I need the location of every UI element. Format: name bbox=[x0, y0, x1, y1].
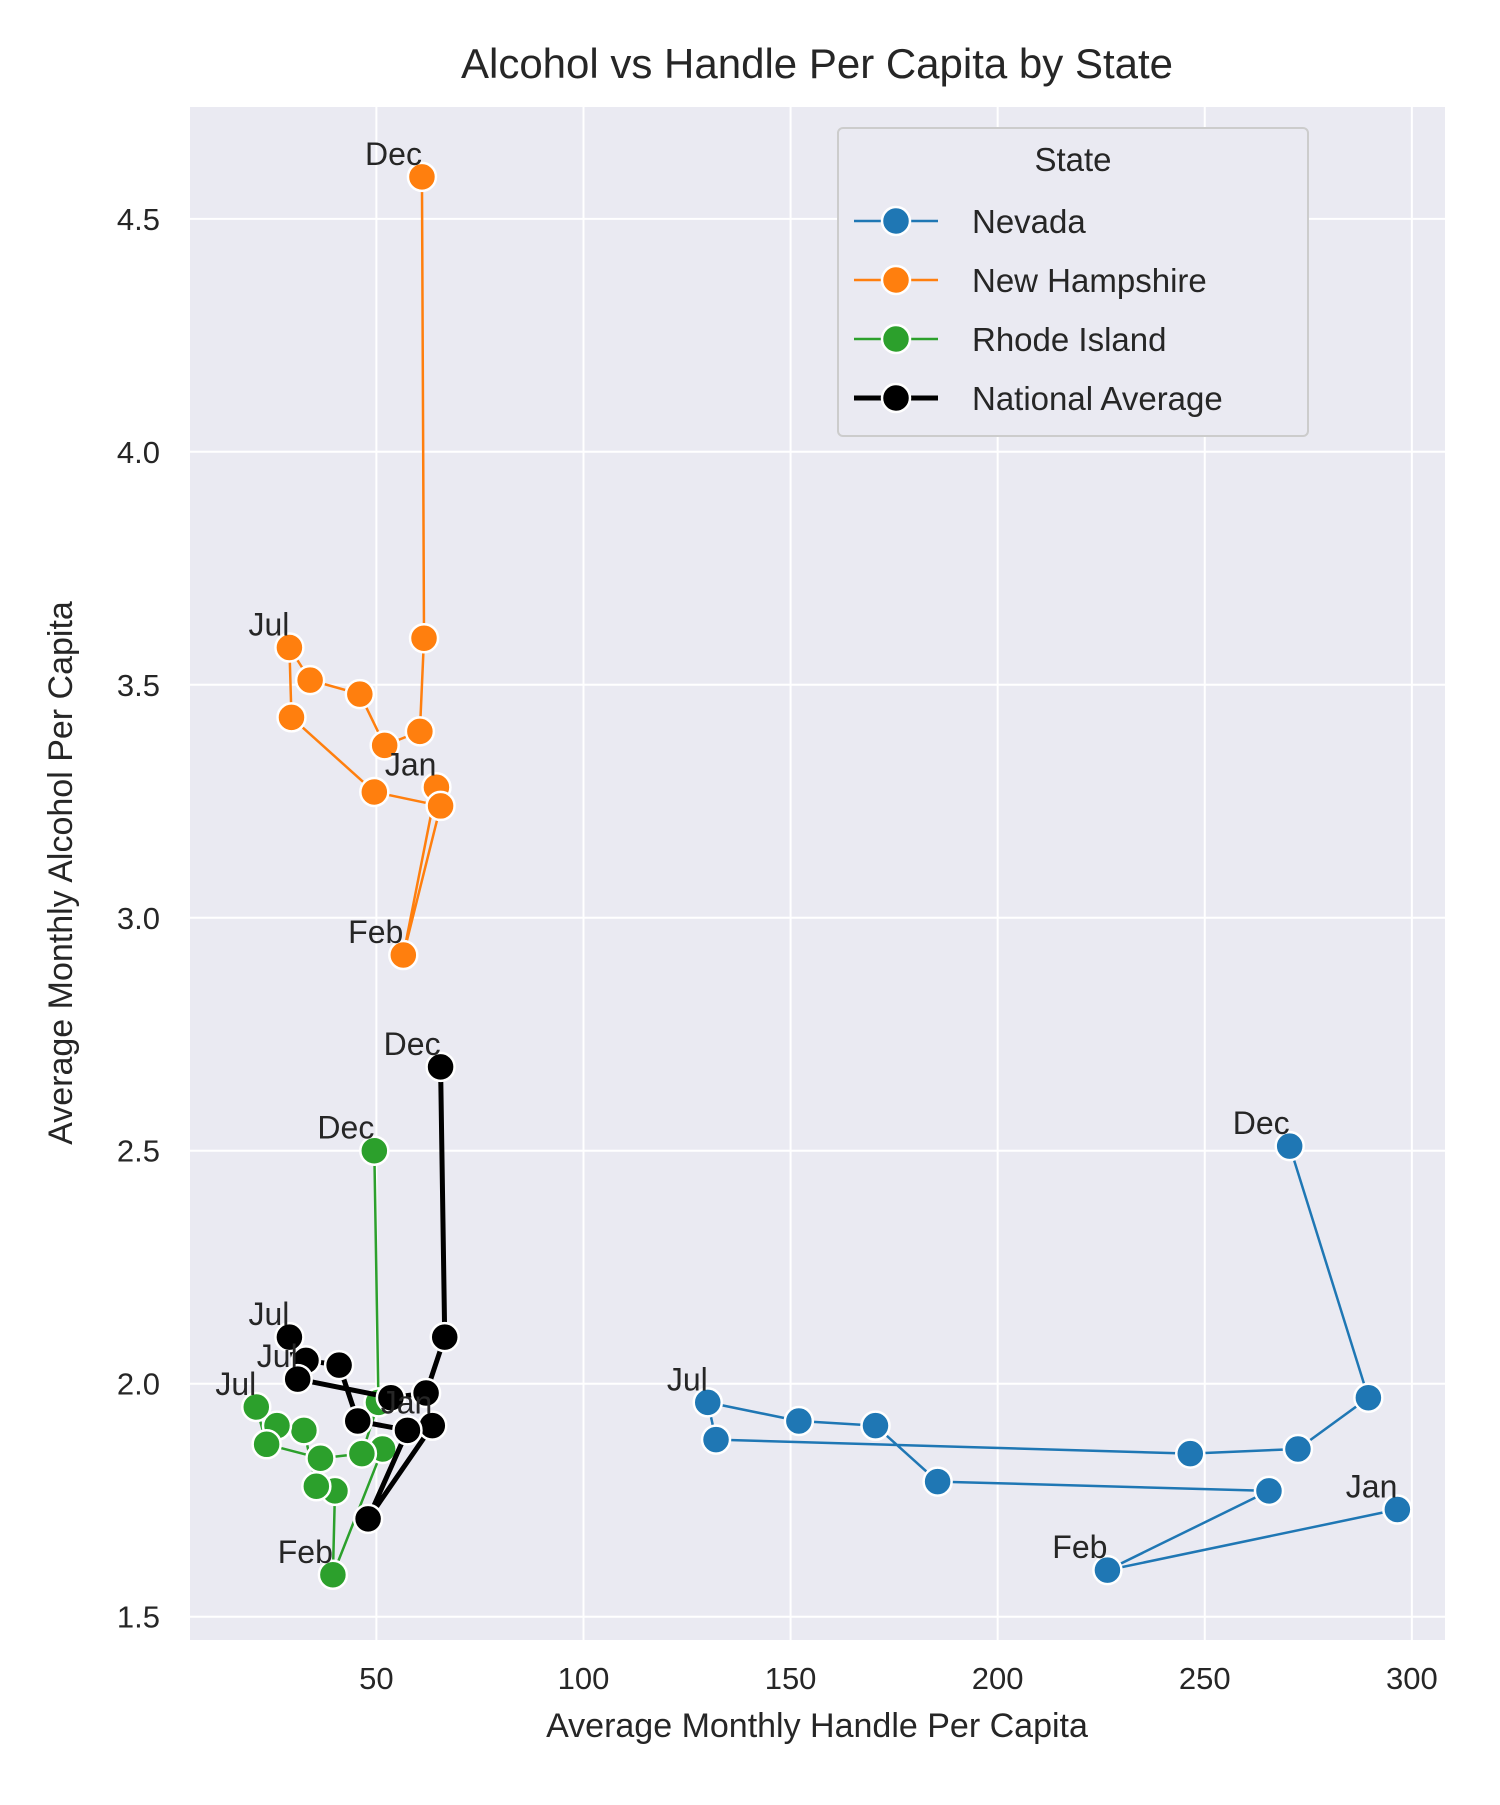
data-point bbox=[1253, 1475, 1285, 1507]
data-point bbox=[406, 161, 438, 193]
data-point bbox=[425, 1051, 456, 1083]
y-tick-label: 3.5 bbox=[117, 668, 160, 703]
y-tick-label: 1.5 bbox=[117, 1600, 160, 1635]
legend-item-nevada: Nevada bbox=[854, 203, 1086, 240]
x-tick-label: 200 bbox=[972, 1661, 1024, 1696]
point-label: Dec bbox=[384, 1026, 441, 1062]
point-label: Jan bbox=[385, 746, 437, 782]
data-point bbox=[359, 776, 390, 808]
data-point bbox=[860, 1410, 891, 1441]
data-point bbox=[922, 1466, 953, 1497]
data-point bbox=[404, 716, 436, 747]
y-tick-label: 3.0 bbox=[117, 901, 160, 936]
data-point bbox=[344, 678, 376, 710]
data-point bbox=[388, 939, 419, 971]
legend-item-new-hampshire: New Hampshire bbox=[854, 262, 1207, 299]
y-axis-label: Average Monthly Alcohol Per Capita bbox=[42, 601, 80, 1145]
data-point bbox=[1274, 1130, 1305, 1162]
data-point bbox=[274, 1321, 305, 1353]
point-label: Jan bbox=[381, 1385, 433, 1421]
legend-items: Nevada New Hampshire Rhode Island National … bbox=[854, 203, 1223, 417]
point-label: Jan bbox=[1346, 1469, 1398, 1505]
series-national-average bbox=[274, 1051, 460, 1535]
point-label: Jul bbox=[257, 1338, 298, 1374]
x-tick-label: 50 bbox=[359, 1661, 393, 1696]
point-label: Dec bbox=[317, 1110, 374, 1146]
series-rhode-island bbox=[241, 1135, 398, 1591]
legend-swatch-marker bbox=[880, 205, 912, 237]
data-point bbox=[282, 1363, 313, 1395]
data-point bbox=[692, 1387, 723, 1418]
legend-label: National Average bbox=[972, 380, 1223, 417]
data-point bbox=[352, 1503, 384, 1535]
data-point bbox=[323, 1349, 355, 1381]
data-point bbox=[1382, 1494, 1413, 1525]
data-point bbox=[375, 1382, 407, 1413]
series-line bbox=[288, 176, 442, 957]
legend-swatch-marker bbox=[880, 323, 912, 355]
data-point bbox=[783, 1405, 815, 1437]
data-point bbox=[408, 622, 440, 654]
data-point bbox=[425, 790, 456, 822]
data-point bbox=[429, 1321, 460, 1353]
point-label: Jul bbox=[667, 1361, 708, 1397]
data-point bbox=[346, 1438, 378, 1469]
data-point bbox=[359, 1135, 390, 1166]
y-tick-label: 2.5 bbox=[117, 1134, 160, 1169]
x-tick-label: 150 bbox=[765, 1661, 817, 1696]
chart-title: Alcohol vs Handle Per Capita by State bbox=[461, 40, 1173, 87]
series-new-hampshire bbox=[274, 161, 456, 971]
x-axis-label: Average Monthly Handle Per Capita bbox=[546, 1707, 1088, 1745]
point-label: Jul bbox=[248, 1296, 289, 1332]
x-tick-label: 250 bbox=[1179, 1661, 1231, 1696]
data-point bbox=[392, 1415, 423, 1446]
legend-label: New Hampshire bbox=[972, 262, 1207, 299]
legend-frame bbox=[837, 127, 1309, 437]
legend-item-rhode-island: Rhode Island bbox=[854, 321, 1166, 358]
point-label: Dec bbox=[1233, 1105, 1290, 1141]
data-point bbox=[317, 1559, 349, 1591]
data-point bbox=[274, 632, 305, 663]
data-point bbox=[342, 1405, 373, 1437]
legend: State Nevada New Hampshire Rhode Island Nat… bbox=[837, 127, 1309, 437]
data-point bbox=[410, 1377, 442, 1409]
y-tick-label: 2.0 bbox=[117, 1367, 160, 1402]
y-tick-label: 4.5 bbox=[117, 202, 160, 237]
data-point bbox=[251, 1429, 282, 1460]
data-point bbox=[1092, 1554, 1123, 1586]
data-point bbox=[294, 664, 326, 696]
x-tick-label: 300 bbox=[1386, 1661, 1438, 1696]
data-point bbox=[241, 1391, 272, 1423]
data-point bbox=[1353, 1382, 1384, 1413]
data-point bbox=[301, 1470, 332, 1502]
legend-swatch-marker bbox=[880, 264, 912, 296]
data-point bbox=[276, 702, 307, 733]
series-layer bbox=[241, 161, 1413, 1591]
data-point bbox=[288, 1415, 320, 1446]
point-label: Feb bbox=[1052, 1529, 1107, 1565]
point-label: Feb bbox=[278, 1534, 333, 1570]
series-nevada bbox=[692, 1130, 1413, 1586]
tick-labels: 50 100 150 200 250 300 1.5 2.0 2.5 3.0 3.5 4.0 4.5 bbox=[117, 202, 1438, 1696]
data-point bbox=[305, 1443, 336, 1474]
legend-title: State bbox=[1034, 141, 1111, 178]
data-point bbox=[1282, 1433, 1314, 1465]
point-label: Feb bbox=[348, 914, 403, 950]
legend-swatch-marker bbox=[880, 382, 912, 414]
point-label: Jul bbox=[248, 607, 289, 643]
point-label: Dec bbox=[365, 136, 422, 172]
legend-label: Rhode Island bbox=[972, 321, 1166, 358]
legend-label: Nevada bbox=[972, 203, 1086, 240]
data-point bbox=[1175, 1438, 1206, 1469]
data-point bbox=[369, 730, 400, 761]
data-point bbox=[700, 1424, 732, 1455]
x-tick-label: 100 bbox=[558, 1661, 610, 1696]
legend-item-national-average: National Average bbox=[854, 380, 1223, 417]
point-labels: JanFebJulDecJanFebJulDecFebJulDecJanJulJ… bbox=[215, 136, 1397, 1570]
point-label: Jul bbox=[215, 1366, 256, 1402]
y-tick-label: 4.0 bbox=[117, 435, 160, 470]
